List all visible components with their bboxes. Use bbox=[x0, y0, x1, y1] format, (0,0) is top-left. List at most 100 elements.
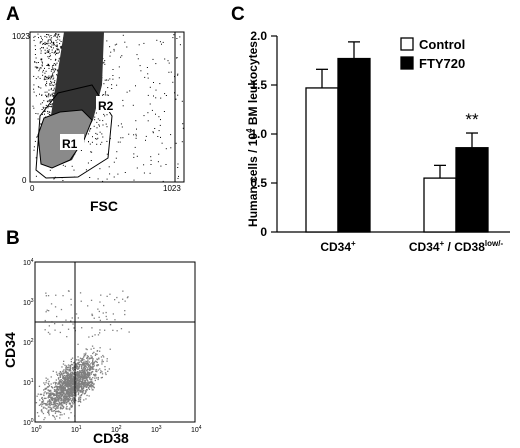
panel-b-event-dot bbox=[56, 406, 58, 408]
panel-b-event-dot bbox=[66, 376, 68, 378]
panel-b-event-dot bbox=[47, 392, 49, 394]
panel-b-event-dot bbox=[92, 363, 94, 365]
panel-b-event-dot bbox=[38, 385, 41, 387]
panel-b-x-tick-label: 104 bbox=[191, 425, 202, 434]
panel-b-event-dot bbox=[47, 404, 49, 406]
panel-b-event-dot bbox=[50, 386, 53, 388]
panel-b-event-dot bbox=[99, 301, 101, 303]
panel-a-event-dot bbox=[42, 74, 44, 76]
panel-b-event-dot bbox=[60, 404, 62, 406]
panel-b-event-dot bbox=[69, 388, 71, 390]
panel-b-event-dot bbox=[57, 406, 59, 408]
panel-a-event-dot bbox=[39, 67, 41, 69]
panel-b-event-dot bbox=[78, 396, 80, 399]
panel-b-event-dot bbox=[56, 390, 58, 393]
panel-a-event-dot bbox=[96, 138, 98, 140]
panel-a-event-dot bbox=[61, 45, 63, 47]
panel-a-event-dot bbox=[42, 69, 44, 71]
panel-b-event-dot bbox=[65, 369, 67, 371]
panel-b-event-dot bbox=[83, 359, 85, 361]
panel-a-event-dot bbox=[56, 41, 58, 43]
panel-b-event-dot bbox=[54, 389, 56, 391]
panel-b-event-dot bbox=[93, 363, 95, 365]
panel-a-event-dot bbox=[108, 166, 110, 168]
panel-b-event-dot bbox=[65, 389, 68, 391]
panel-b-event-dot bbox=[109, 324, 112, 326]
panel-b-event-dot bbox=[72, 364, 74, 366]
panel-b-event-dot bbox=[77, 377, 79, 380]
panel-a-event-dot bbox=[136, 128, 137, 130]
panel-b-event-dot bbox=[71, 385, 73, 387]
panel-a-event-dot bbox=[47, 107, 49, 109]
panel-a-event-dot bbox=[48, 78, 50, 80]
panel-b-event-dot bbox=[85, 361, 88, 363]
panel-a-event-dot bbox=[135, 133, 137, 135]
panel-a-event-dot bbox=[162, 41, 164, 43]
panel-a-event-dot bbox=[46, 42, 47, 44]
panel-a-event-dot bbox=[156, 39, 158, 41]
panel-a-event-dot bbox=[46, 83, 48, 84]
panel-a-event-dot bbox=[53, 63, 55, 64]
panel-a-event-dot bbox=[96, 127, 98, 129]
panel-b-event-dot bbox=[82, 357, 84, 360]
panel-b-event-dot bbox=[89, 374, 91, 377]
panel-b-event-dot bbox=[77, 388, 79, 391]
panel-a-event-dot bbox=[109, 55, 111, 57]
panel-a-event-dot bbox=[51, 42, 53, 44]
panel-a-event-dot bbox=[92, 136, 93, 138]
panel-a-event-dot bbox=[102, 62, 104, 64]
panel-a-event-dot bbox=[97, 137, 99, 139]
panel-b-event-dot bbox=[56, 415, 58, 417]
panel-b-event-dot bbox=[56, 397, 59, 399]
panel-b-event-dot bbox=[57, 399, 59, 401]
panel-b-event-dot bbox=[50, 391, 52, 393]
panel-b-event-dot bbox=[58, 397, 61, 399]
panel-b-event-dot bbox=[109, 293, 111, 295]
panel-b-event-dot bbox=[71, 400, 73, 402]
panel-a-event-dot bbox=[36, 136, 38, 138]
panel-b-event-dot bbox=[44, 383, 46, 386]
panel-b-event-dot bbox=[48, 411, 50, 413]
panel-b-event-dot bbox=[60, 400, 62, 402]
panel-b-event-dot bbox=[98, 358, 100, 360]
panel-b-event-dot bbox=[80, 394, 82, 397]
panel-a-event-dot bbox=[49, 53, 51, 55]
panel-b-event-dot bbox=[46, 402, 49, 404]
panel-b-event-dot bbox=[72, 386, 74, 389]
panel-a-event-dot bbox=[49, 42, 51, 44]
legend-swatch-fty720 bbox=[400, 56, 414, 70]
panel-a-event-dot bbox=[34, 61, 36, 63]
panel-b-event-dot bbox=[91, 313, 93, 315]
panel-b-event-dot bbox=[79, 379, 81, 381]
panel-b-event-dot bbox=[47, 400, 49, 402]
panel-b-event-dot bbox=[67, 375, 70, 377]
panel-a-event-dot bbox=[33, 84, 35, 86]
panel-a-event-dot bbox=[73, 169, 75, 171]
panel-b-event-dot bbox=[77, 374, 80, 376]
panel-b-event-dot bbox=[63, 413, 65, 415]
panel-b-event-dot bbox=[55, 402, 57, 404]
panel-b-event-dot bbox=[64, 397, 66, 399]
panel-a-event-dot bbox=[104, 94, 106, 96]
panel-b-event-dot bbox=[64, 381, 67, 383]
panel-a-event-dot bbox=[37, 33, 39, 35]
panel-a-event-dot bbox=[53, 64, 55, 66]
panel-b-event-dot bbox=[70, 405, 72, 407]
panel-b-event-dot bbox=[82, 388, 85, 390]
panel-b-event-dot bbox=[55, 392, 58, 394]
panel-c-bar-control bbox=[305, 87, 339, 233]
panel-b-event-dot bbox=[86, 389, 88, 391]
panel-b-event-dot bbox=[68, 383, 70, 385]
panel-b-event-dot bbox=[55, 400, 58, 402]
panel-b-event-dot bbox=[62, 386, 64, 388]
panel-b-event-dot bbox=[72, 403, 74, 405]
panel-b-event-dot bbox=[99, 329, 101, 331]
panel-a-event-dot bbox=[51, 37, 53, 39]
panel-a-event-dot bbox=[45, 52, 47, 54]
panel-b-event-dot bbox=[68, 398, 71, 401]
panel-b-event-dot bbox=[58, 380, 60, 382]
panel-b-event-dot bbox=[76, 376, 78, 378]
panel-a-event-dot bbox=[140, 70, 142, 72]
panel-b-event-dot bbox=[77, 384, 79, 387]
panel-b-event-dot bbox=[77, 386, 79, 388]
